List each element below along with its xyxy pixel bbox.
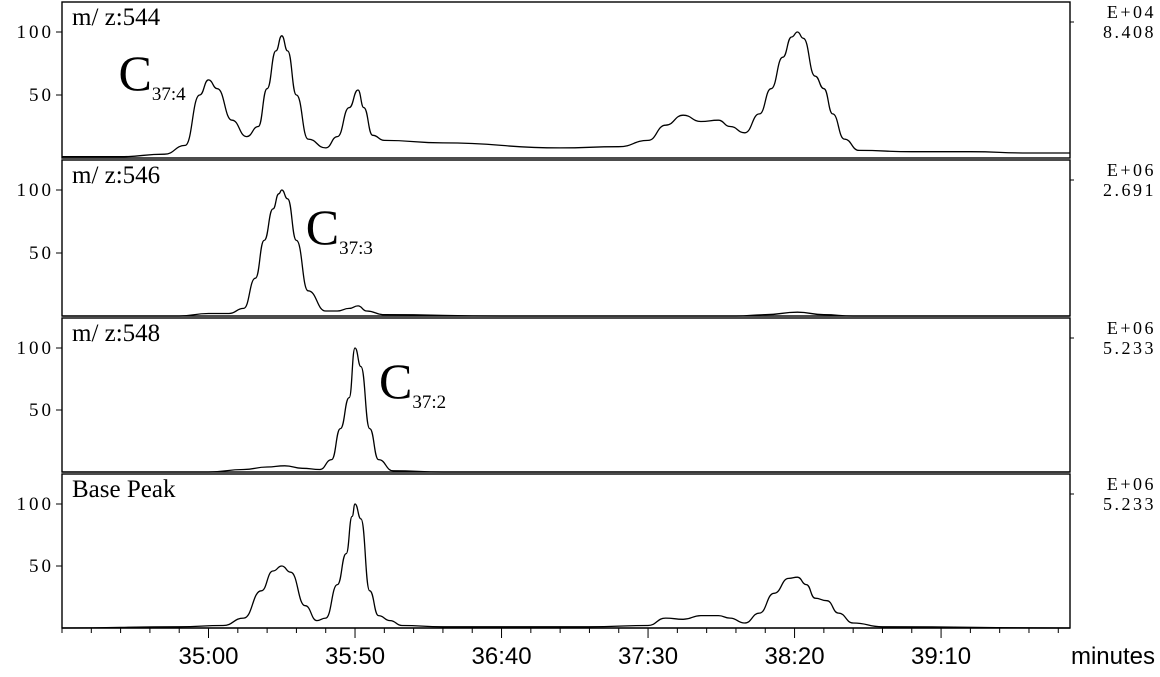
x-tick-label: 39:10 <box>911 643 971 670</box>
panel-title: Base Peak <box>72 476 176 503</box>
x-axis-label: minutes <box>1071 643 1155 670</box>
trace-line <box>62 347 1070 473</box>
scale-value: 2.691 <box>1103 180 1156 200</box>
scale-value: 5.233 <box>1103 338 1156 358</box>
trace-line <box>61 503 1071 629</box>
scale-exponent: E+06 <box>1107 318 1156 338</box>
x-tick-label: 35:50 <box>325 643 385 670</box>
peak-label-sub: 37:2 <box>412 392 446 413</box>
y-tick-label: 100 <box>17 22 55 43</box>
peak-label-main: C <box>119 45 152 101</box>
peak-label: C37:3 <box>306 199 373 259</box>
peak-label-main: C <box>379 353 412 409</box>
y-tick-label: 50 <box>29 85 54 106</box>
x-tick-label: 38:20 <box>765 643 825 670</box>
peak-label: C37:2 <box>379 353 446 413</box>
peak-label-sub: 37:4 <box>152 84 186 105</box>
y-tick-label: 50 <box>29 400 54 421</box>
panel-3: 100 50 E+065.233 m/ z:548 C37:2 <box>17 317 1156 473</box>
panel-frame <box>61 473 1071 629</box>
panel-4: 100 50 E+065.233 Base Peak <box>17 473 1156 629</box>
panel-frame <box>61 1 1071 159</box>
peak-label-main: C <box>306 199 339 255</box>
x-axis: 35:00 35:50 36:40 37:30 38:20 39:10 minutes <box>61 627 1155 670</box>
y-tick-label: 100 <box>17 180 55 201</box>
panel-1: 100 50 E+048.408 m/ z:544 C37:4 <box>17 1 1156 159</box>
panel-title: m/ z:548 <box>72 320 160 347</box>
x-tick-label: 35:00 <box>178 643 238 670</box>
trace-line <box>61 189 1070 317</box>
y-tick-label: 100 <box>17 338 55 359</box>
panel-title: m/ z:546 <box>72 162 160 189</box>
y-tick-label: 50 <box>29 556 54 577</box>
trace-line <box>62 31 1070 158</box>
scale-value: 8.408 <box>1103 22 1156 42</box>
x-tick-label: 36:40 <box>472 643 532 670</box>
scale-exponent: E+06 <box>1107 474 1156 494</box>
scale-exponent: E+06 <box>1107 160 1156 180</box>
scale-value: 5.233 <box>1103 494 1156 514</box>
scale-exponent: E+04 <box>1107 2 1156 22</box>
x-tick-label: 37:30 <box>618 643 678 670</box>
peak-label-sub: 37:3 <box>339 238 373 259</box>
panel-title: m/ z:544 <box>72 4 161 31</box>
y-tick-label: 50 <box>29 243 54 264</box>
peak-label: C37:4 <box>119 45 187 105</box>
panel-frame <box>61 159 1071 317</box>
panel-2: 100 50 E+062.691 m/ z:546 C37:3 <box>17 159 1156 317</box>
panel-frame <box>61 317 1071 473</box>
y-tick-label: 100 <box>17 494 55 515</box>
